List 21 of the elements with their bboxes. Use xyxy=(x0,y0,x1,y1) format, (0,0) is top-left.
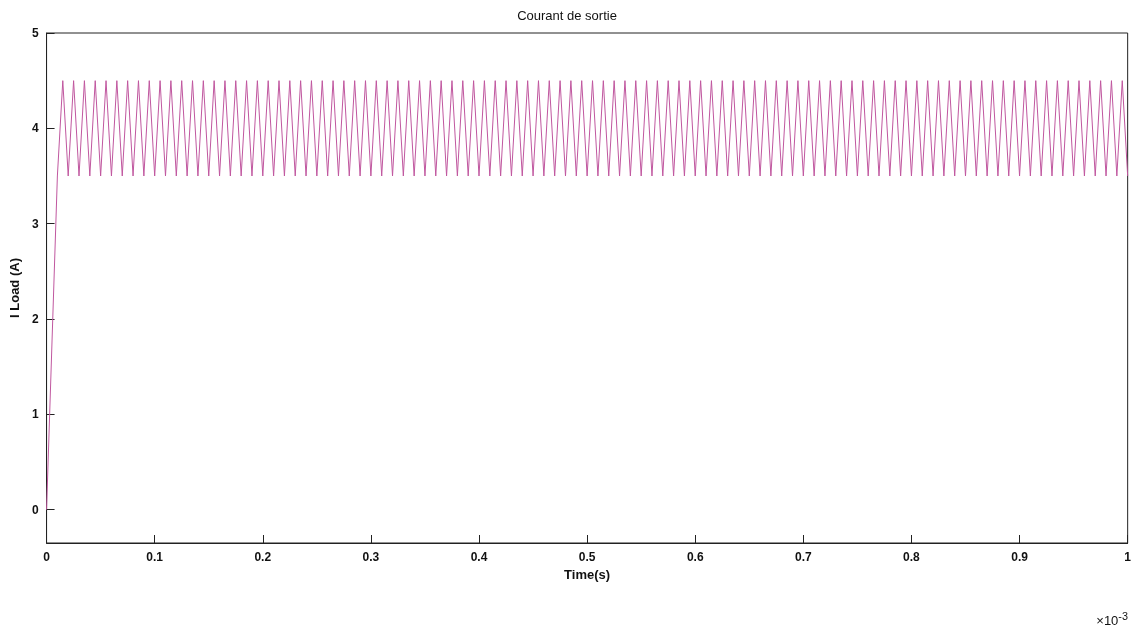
y-axis-title: I Load (A) xyxy=(7,258,22,318)
y-tick-label: 1 xyxy=(31,407,39,422)
text: ×10$^{-3}$ xyxy=(1096,609,1128,628)
chart-title: Courant de sortie xyxy=(517,8,617,23)
x-tick-label: 0 xyxy=(43,550,51,564)
x-tick-label: 1 xyxy=(1124,550,1132,564)
y-tick-label: 5 xyxy=(31,26,39,40)
y-tick-label: 4 xyxy=(31,121,39,136)
x-tick-label: 0.5 xyxy=(578,550,596,564)
x-tick-label: 0.4 xyxy=(470,550,488,564)
x-tick-label: 0.7 xyxy=(794,550,812,564)
x-axis-title: Time(s) xyxy=(564,566,611,582)
y-tick-label: 3 xyxy=(31,216,39,231)
x-tick-label: 0.2 xyxy=(254,550,272,564)
x-tick-label: 0.9 xyxy=(1011,550,1029,564)
x-tick-label: 0.6 xyxy=(686,550,704,564)
x-tick-label: 0.8 xyxy=(903,550,921,564)
x-tick-label: 0.3 xyxy=(362,550,380,564)
x-tick-label: 0.1 xyxy=(146,550,164,564)
y-tick-label: 0 xyxy=(31,502,39,517)
y-tick-label: 2 xyxy=(31,311,39,326)
